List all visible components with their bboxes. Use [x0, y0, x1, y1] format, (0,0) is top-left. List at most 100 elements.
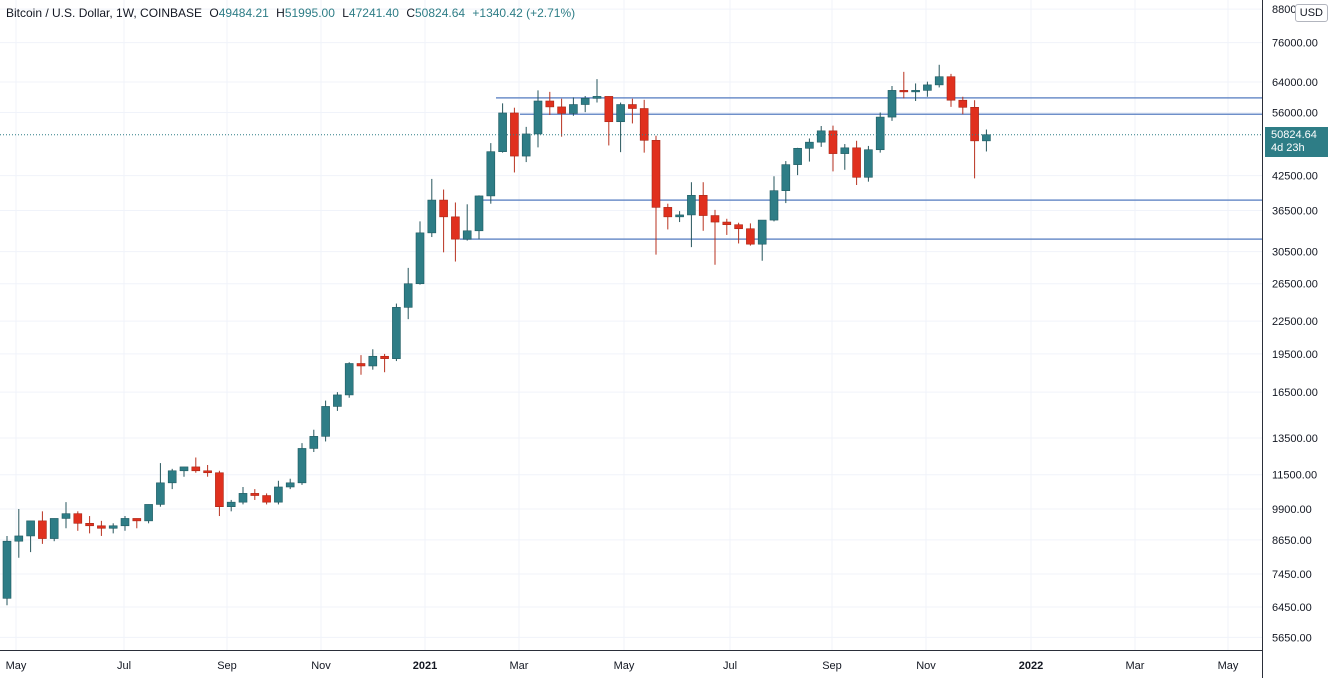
candle: [120, 516, 130, 531]
candle: [663, 203, 673, 230]
candle-body: [687, 195, 696, 216]
candle: [698, 182, 708, 231]
candle-body: [403, 283, 413, 308]
candle-body: [132, 518, 142, 522]
candle: [757, 219, 767, 261]
candle-body: [510, 112, 519, 157]
candle: [85, 516, 94, 534]
candle-body: [144, 504, 153, 522]
candle: [392, 303, 401, 362]
candle-body: [875, 116, 885, 151]
candle-body: [474, 195, 484, 232]
candle-body: [911, 90, 920, 93]
candle-body: [97, 525, 106, 529]
candle: [734, 222, 743, 244]
y-tick-label: 13500.00: [1272, 433, 1318, 445]
x-tick-label: Mar: [1126, 660, 1145, 672]
x-tick-label: Sep: [822, 660, 842, 672]
candle: [828, 125, 838, 172]
candle: [333, 392, 342, 411]
candle: [297, 443, 307, 485]
candle-body: [49, 518, 59, 539]
candle: [38, 511, 47, 544]
candle-body: [557, 106, 566, 114]
candle: [946, 73, 956, 107]
candle: [982, 129, 991, 152]
candle-body: [451, 216, 460, 240]
y-tick-label: 36500.00: [1272, 205, 1318, 217]
candle: [262, 493, 271, 505]
candle-body: [923, 84, 932, 91]
candle-body: [675, 214, 684, 218]
candle-body: [545, 100, 555, 108]
candle-body: [344, 363, 354, 396]
candle-body: [946, 76, 956, 101]
x-tick-label: May: [614, 660, 635, 672]
last-price-value: 50824.64: [1271, 128, 1317, 141]
candle: [639, 99, 649, 153]
candle: [710, 209, 720, 265]
candle-body: [415, 232, 425, 285]
candle-body: [156, 482, 165, 505]
candle: [49, 518, 59, 542]
candle-body: [215, 472, 224, 508]
horizontal-levels[interactable]: [460, 97, 1262, 240]
candle-body: [734, 224, 743, 230]
candle-body: [250, 493, 260, 496]
y-tick-label: 9900.00: [1272, 504, 1312, 516]
symbol-legend: Bitcoin / U.S. Dollar, 1W, COINBASE O494…: [6, 6, 575, 20]
candle: [451, 202, 460, 262]
candle: [274, 480, 283, 505]
y-tick-label: 8650.00: [1272, 535, 1312, 547]
candle-body: [14, 535, 24, 542]
candle: [545, 91, 555, 116]
candle-body: [580, 97, 590, 105]
close-label: C: [406, 6, 415, 20]
candle-body: [380, 355, 389, 359]
candle-body: [356, 363, 366, 367]
candlesticks: [2, 64, 991, 606]
candle-body: [226, 501, 236, 508]
open-label: O: [209, 6, 219, 20]
x-tick-label: Jul: [117, 660, 131, 672]
currency-button[interactable]: USD: [1294, 4, 1328, 22]
low-label: L: [342, 6, 349, 20]
candle: [533, 90, 543, 148]
low-value: 47241.40: [348, 6, 399, 20]
candle-body: [392, 307, 401, 359]
candle: [628, 98, 637, 124]
candle: [203, 464, 212, 477]
candle-body: [167, 470, 177, 484]
y-tick-label: 11500.00: [1272, 470, 1317, 482]
candle-body: [179, 466, 189, 472]
y-tick-label: 16500.00: [1272, 387, 1318, 399]
candle: [769, 176, 779, 222]
candle: [427, 178, 437, 238]
candle: [285, 478, 295, 490]
candle-body: [333, 394, 342, 407]
candle-body: [805, 141, 814, 149]
candle: [226, 499, 236, 512]
x-tick-label: May: [6, 660, 27, 672]
candle: [439, 189, 448, 253]
candle-body: [309, 436, 319, 449]
candle-body: [321, 406, 330, 437]
candle: [321, 400, 330, 442]
candle: [156, 463, 165, 507]
candle: [238, 486, 248, 505]
candle-body: [61, 513, 71, 519]
candle-body: [828, 130, 838, 154]
candle-body: [85, 523, 94, 527]
candle-body: [427, 199, 437, 234]
candle-body: [297, 448, 307, 484]
candle-body: [73, 513, 83, 524]
candle-body: [120, 518, 130, 527]
candle: [61, 502, 71, 529]
candle-body: [38, 520, 47, 539]
candle: [356, 355, 366, 375]
candle: [899, 71, 909, 99]
y-tick-label: 5650.00: [1272, 632, 1312, 644]
candle-body: [663, 207, 673, 218]
